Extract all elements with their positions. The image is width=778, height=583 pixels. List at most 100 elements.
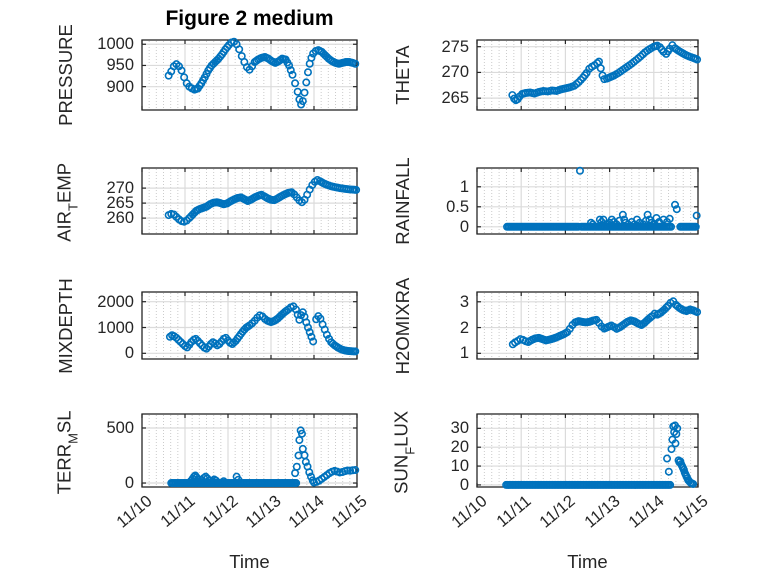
- axes-box: [141, 167, 358, 235]
- y-tick-label: 265: [106, 194, 134, 213]
- data-point-marker: [286, 66, 295, 75]
- y-tick-label: 30: [450, 419, 469, 438]
- data-point-marker: [351, 59, 360, 68]
- data-point-marker: [663, 454, 672, 463]
- x-axis-label-right: Time: [567, 551, 608, 572]
- y-tick-label: 500: [106, 418, 134, 437]
- data-point-marker: [219, 477, 228, 486]
- data-point-marker: [301, 457, 310, 466]
- y-tick-label: 265: [441, 89, 469, 108]
- data-point-marker: [673, 424, 682, 433]
- axes-canvas-h2omixra: [476, 291, 702, 360]
- y-tick-label: 0: [124, 474, 134, 493]
- y-tick-label: 0: [459, 475, 469, 494]
- data-markers: [164, 37, 360, 109]
- data-point-marker: [693, 55, 702, 64]
- axes-box: [476, 291, 699, 360]
- data-point-marker: [588, 220, 597, 229]
- data-point-marker: [665, 214, 674, 223]
- data-point-marker: [306, 472, 315, 481]
- data-point-marker: [300, 88, 309, 97]
- y-axis-label-terrmsl: TERRMSL: [53, 409, 81, 494]
- minor-grid: [483, 415, 692, 486]
- data-point-marker: [618, 210, 627, 219]
- data-point-marker: [298, 444, 307, 453]
- data-markers: [503, 166, 701, 231]
- data-point-marker: [692, 211, 701, 220]
- tick-marks: [141, 414, 358, 487]
- data-point-marker: [305, 328, 314, 337]
- data-point-marker: [664, 467, 673, 476]
- data-point-marker: [691, 222, 700, 231]
- axes-canvas-pressure: [141, 37, 360, 111]
- data-point-marker: [211, 476, 220, 485]
- y-tick-label: 1: [459, 177, 469, 196]
- data-markers: [164, 175, 361, 226]
- data-point-marker: [309, 337, 318, 346]
- data-point-marker: [596, 64, 605, 73]
- major-grid: [478, 293, 697, 358]
- data-point-marker: [307, 53, 316, 62]
- data-point-marker: [298, 97, 307, 106]
- minor-grid: [148, 415, 351, 486]
- y-tick-label: 275: [441, 37, 469, 56]
- data-point-marker: [176, 337, 185, 346]
- data-markers: [165, 302, 360, 356]
- axes-box: [141, 39, 358, 111]
- data-point-marker: [307, 332, 316, 341]
- axes-canvas-mixdepth: [141, 291, 360, 360]
- data-point-marker: [305, 468, 314, 477]
- data-point-marker: [177, 66, 186, 75]
- data-point-marker: [671, 439, 680, 448]
- x-axis-label-left: Time: [229, 551, 270, 572]
- data-point-marker: [587, 218, 596, 227]
- data-point-marker: [174, 335, 183, 344]
- data-point-marker: [291, 79, 300, 88]
- data-point-marker: [172, 333, 181, 342]
- axes-canvas-sunflux: [476, 413, 699, 489]
- data-point-marker: [235, 45, 244, 54]
- data-point-marker: [322, 330, 331, 339]
- data-point-marker: [671, 200, 680, 209]
- axes-canvas-terrmsl: [141, 413, 360, 488]
- data-point-marker: [672, 205, 681, 214]
- data-point-marker: [667, 445, 676, 454]
- y-tick-label: 0: [124, 344, 134, 363]
- axes-canvas-airtemp: [141, 167, 361, 235]
- figure-title: Figure 2 medium: [165, 7, 334, 30]
- data-point-marker: [351, 347, 360, 356]
- data-point-marker: [351, 466, 360, 475]
- y-tick-label: 0: [459, 217, 469, 236]
- axes-box: [476, 39, 699, 111]
- y-tick-label: 950: [106, 56, 134, 75]
- data-point-marker: [208, 477, 217, 486]
- data-point-marker: [666, 480, 675, 489]
- y-tick-label: 1000: [97, 318, 134, 337]
- y-tick-label: 3: [459, 292, 469, 311]
- data-point-marker: [298, 308, 307, 317]
- data-point-marker: [288, 70, 297, 79]
- tick-marks: [476, 40, 699, 110]
- data-point-marker: [575, 166, 584, 175]
- axes-box: [141, 291, 358, 360]
- axes-box: [476, 167, 699, 235]
- data-markers: [508, 41, 702, 105]
- data-point-marker: [234, 475, 243, 484]
- data-point-marker: [646, 313, 655, 322]
- data-point-marker: [292, 479, 301, 488]
- data-markers: [508, 297, 702, 349]
- data-point-marker: [303, 323, 312, 332]
- data-point-marker: [291, 469, 300, 478]
- tick-marks: [476, 292, 699, 359]
- data-point-marker: [295, 436, 304, 445]
- data-markers: [502, 421, 698, 489]
- data-point-marker: [693, 308, 702, 317]
- data-point-marker: [662, 303, 671, 312]
- data-point-marker: [667, 222, 676, 231]
- tick-marks: [141, 292, 358, 359]
- y-tick-label: 260: [106, 209, 134, 228]
- data-point-marker: [297, 429, 306, 438]
- axes-canvas-theta: [476, 39, 702, 111]
- data-point-marker: [636, 52, 645, 61]
